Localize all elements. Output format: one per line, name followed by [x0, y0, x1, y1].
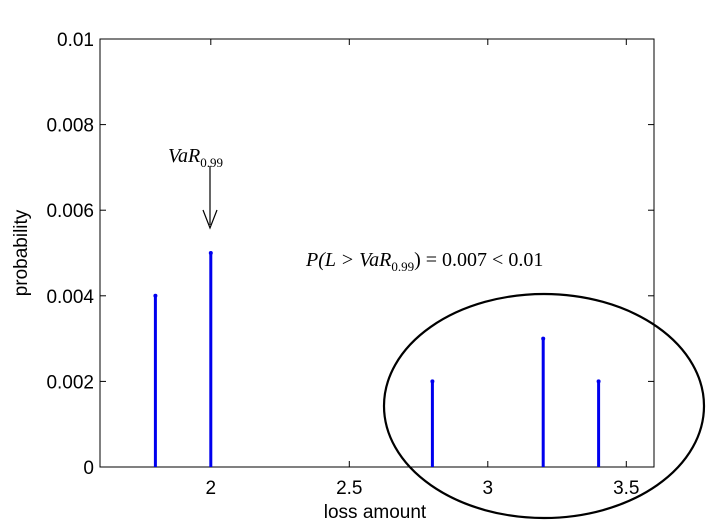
stem-marker [596, 379, 601, 384]
stem-series [153, 251, 601, 467]
prob-annotation-suffix: ) = 0.007 < 0.01 [414, 249, 543, 271]
tail-ellipse [382, 292, 706, 520]
prob-annotation-prefix: P(L > VaR [305, 249, 391, 271]
var-annotation-label: VaR0.99 [168, 145, 223, 170]
plot-area [99, 38, 655, 468]
x-tick-label: 3.5 [613, 478, 639, 499]
var-annotation-sub: 0.99 [200, 155, 223, 170]
y-tick-label: 0.01 [57, 30, 94, 51]
var-annotation-main: VaR [168, 145, 200, 167]
stem-marker [430, 379, 435, 384]
y-tick-label: 0 [83, 458, 94, 479]
y-axis-label: probability [11, 209, 32, 296]
stem-marker [541, 336, 546, 341]
stem-marker [208, 251, 213, 255]
prob-annotation-label: P(L > VaR0.99) = 0.007 < 0.01 [305, 249, 543, 274]
y-tick-label: 0.008 [46, 116, 94, 137]
x-axis-label: loss amount [324, 502, 427, 523]
var-arrow-head [202, 209, 218, 230]
axis-ticks: 2 2.5 3 3.5 0 0.002 0.004 0.006 0.008 0.01 [46, 30, 654, 499]
y-tick-label: 0.004 [46, 287, 94, 308]
x-tick-label: 2 [206, 478, 217, 499]
prob-annotation-sub: 0.99 [391, 259, 414, 274]
x-tick-label: 3 [483, 478, 494, 499]
x-tick-label: 2.5 [336, 478, 362, 499]
y-tick-label: 0.006 [46, 201, 94, 222]
stem-marker [153, 293, 158, 298]
y-tick-label: 0.002 [46, 372, 94, 393]
